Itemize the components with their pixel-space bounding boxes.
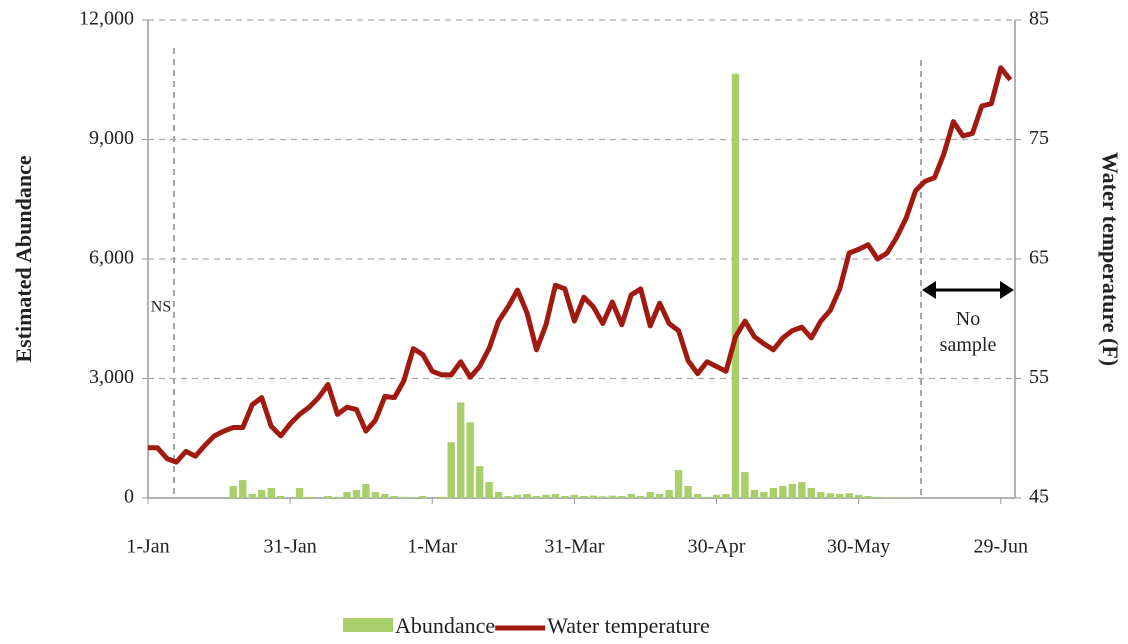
bar: [798, 482, 806, 498]
legend-swatch: [343, 618, 393, 632]
bar: [362, 484, 370, 498]
y2-tick-label: 55: [1029, 366, 1049, 388]
bar: [324, 496, 332, 498]
y2-axis-title: Water temperature (F): [1098, 152, 1123, 366]
x-tick-label: 31-Jan: [263, 536, 316, 558]
bar: [836, 494, 844, 498]
bar: [693, 494, 702, 498]
y-tick-label: 3,000: [89, 366, 134, 388]
bar: [390, 496, 399, 498]
legend-label: Abundance: [395, 613, 495, 638]
bar: [305, 496, 313, 498]
bar: [343, 492, 351, 498]
line: [148, 65, 1013, 465]
bar: [258, 490, 266, 498]
bar: [665, 490, 673, 498]
bar: [466, 422, 474, 498]
x-tick-label: 31-Mar: [544, 536, 604, 558]
bar: [419, 496, 427, 498]
legend-label: Water temperature: [547, 613, 710, 638]
bar: [229, 486, 237, 498]
bar: [409, 497, 418, 498]
y2-tick-label: 75: [1029, 127, 1049, 149]
bar: [599, 496, 607, 498]
bar: [239, 480, 247, 498]
x-tick-label: 1-Mar: [407, 536, 457, 558]
bar: [532, 496, 541, 498]
bar: [456, 402, 465, 498]
bar: [475, 466, 484, 498]
bar: [400, 496, 408, 498]
bar: [542, 494, 550, 498]
bar: [750, 490, 759, 498]
bar: [873, 496, 882, 498]
bar: [618, 496, 626, 498]
x-tick-label: 30-May: [827, 536, 890, 558]
bar: [438, 496, 446, 498]
bar: [551, 494, 560, 498]
bar: [769, 488, 778, 498]
bar: [589, 495, 598, 498]
bar: [703, 496, 711, 498]
bar: [731, 73, 740, 499]
bar: [627, 494, 635, 498]
bar: [352, 490, 361, 498]
bar: [807, 488, 815, 498]
bar: [333, 496, 342, 498]
y-tick-label: 12,000: [79, 8, 134, 30]
bar: [817, 492, 825, 498]
y2-tick-label: 65: [1029, 247, 1049, 269]
bar: [845, 493, 853, 498]
bar: [561, 496, 569, 498]
bar: [655, 494, 664, 498]
bar: [371, 492, 380, 498]
bar: [826, 493, 834, 498]
y-tick-label: 9,000: [89, 127, 134, 149]
y-tick-label: 6,000: [89, 247, 134, 269]
bar: [779, 486, 787, 498]
bar: [570, 494, 579, 498]
x-tick-label: 29-Jun: [974, 536, 1028, 558]
no-sample-annotation: No sample: [939, 308, 997, 356]
bar: [295, 488, 304, 498]
bar: [637, 496, 645, 498]
bar: [276, 496, 285, 498]
x-tick-label: 1-Jan: [126, 536, 169, 558]
bar: [513, 494, 522, 498]
x-tick-label: 30-Apr: [688, 536, 746, 558]
bar: [267, 488, 275, 498]
bar: [864, 496, 872, 498]
bar: [580, 496, 588, 498]
y2-tick-label: 85: [1029, 8, 1049, 30]
bar: [485, 482, 493, 498]
bar: [788, 484, 797, 498]
bar: [684, 486, 692, 498]
bar: [494, 492, 503, 498]
bar: [504, 496, 512, 498]
bar: [523, 494, 531, 498]
bar: [722, 494, 730, 498]
y-tick-label: 0: [124, 486, 134, 508]
bar: [854, 494, 863, 498]
y-axis-title: Estimated Abundance: [11, 155, 36, 362]
bar: [741, 472, 749, 498]
bar: [447, 442, 455, 498]
bar: [674, 470, 683, 498]
bar: [712, 494, 721, 498]
bar: [883, 497, 891, 498]
bar: [381, 494, 389, 498]
bar: [608, 495, 616, 498]
y2-tick-label: 45: [1029, 486, 1049, 508]
bar: [248, 494, 256, 498]
bar: [760, 492, 768, 498]
ns-annotation: NS: [151, 299, 171, 316]
bar: [646, 492, 654, 498]
